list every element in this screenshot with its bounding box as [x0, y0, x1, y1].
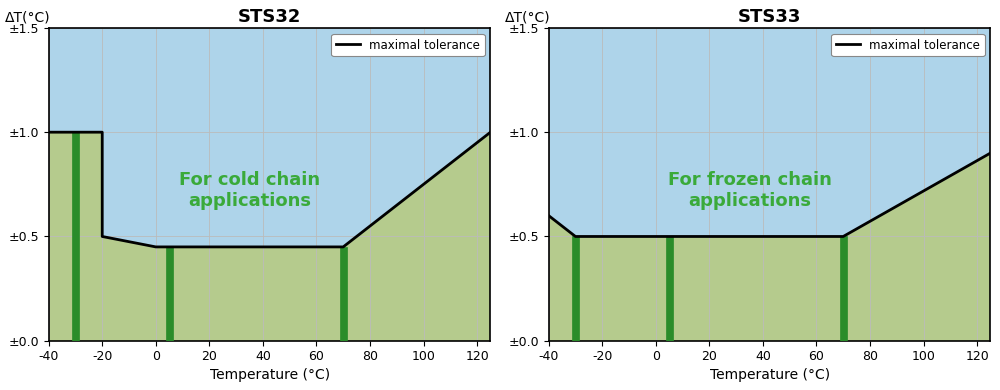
maximal tolerance	[43, 130, 55, 135]
Polygon shape	[49, 132, 490, 341]
Polygon shape	[49, 28, 490, 247]
maximal tolerance	[150, 245, 162, 249]
Polygon shape	[549, 153, 990, 341]
maximal tolerance	[96, 130, 108, 135]
maximal tolerance	[569, 234, 581, 239]
Bar	[166, 247, 173, 341]
Text: For cold chain
applications: For cold chain applications	[179, 171, 320, 210]
Line: maximal tolerance: maximal tolerance	[49, 132, 490, 247]
Title: STS32: STS32	[238, 8, 301, 27]
maximal tolerance	[96, 234, 108, 239]
maximal tolerance	[984, 151, 996, 155]
Bar	[666, 236, 673, 341]
Polygon shape	[549, 28, 990, 236]
Bar	[840, 236, 847, 341]
maximal tolerance	[543, 213, 555, 218]
maximal tolerance	[484, 130, 496, 135]
X-axis label: Temperature (°C): Temperature (°C)	[710, 368, 830, 382]
Legend: maximal tolerance: maximal tolerance	[331, 34, 485, 56]
maximal tolerance	[837, 234, 849, 239]
X-axis label: Temperature (°C): Temperature (°C)	[210, 368, 330, 382]
Text: ΔT(°C): ΔT(°C)	[505, 11, 550, 25]
Title: STS33: STS33	[738, 8, 801, 27]
Legend: maximal tolerance: maximal tolerance	[831, 34, 985, 56]
Bar	[572, 236, 579, 341]
maximal tolerance	[337, 245, 349, 249]
Text: ΔT(°C): ΔT(°C)	[5, 11, 50, 25]
Text: For frozen chain
applications: For frozen chain applications	[668, 171, 831, 210]
Bar	[340, 247, 347, 341]
Line: maximal tolerance: maximal tolerance	[549, 153, 990, 236]
Bar	[72, 132, 79, 341]
